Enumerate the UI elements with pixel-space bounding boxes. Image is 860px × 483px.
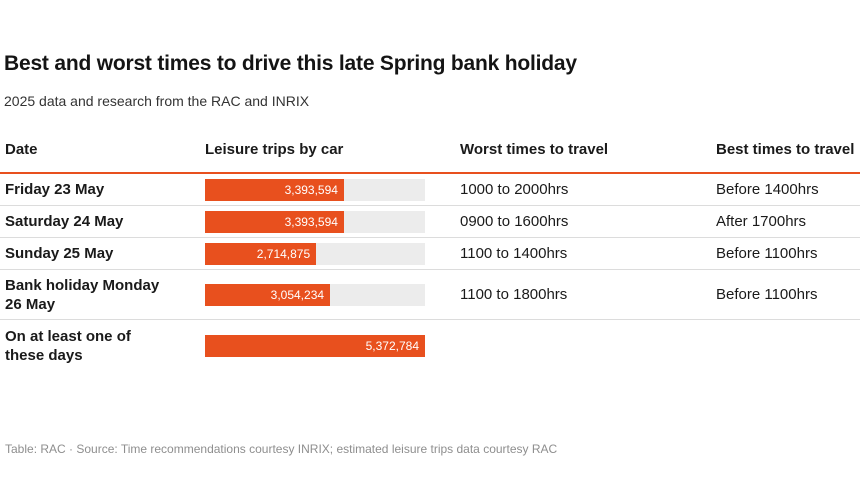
worst-times-value: 1100 to 1400hrs bbox=[460, 245, 568, 262]
page-title: Best and worst times to drive this late … bbox=[4, 52, 577, 75]
column-header-trips: Leisure trips by car bbox=[205, 141, 344, 158]
best-times-value: After 1700hrs bbox=[716, 213, 807, 230]
trips-bar-cell: 5,372,784 bbox=[205, 335, 460, 357]
table-row: Bank holiday Monday 26 May 3,054,234 110… bbox=[0, 270, 860, 320]
best-times-value: Before 1400hrs bbox=[716, 181, 819, 198]
table-header-row: Date Leisure trips by car Worst times to… bbox=[0, 140, 860, 172]
bar-fill: 3,054,234 bbox=[205, 283, 331, 306]
bar-track: 3,054,234 bbox=[205, 283, 425, 306]
column-header-date: Date bbox=[5, 141, 38, 158]
best-times-value: Before 1100hrs bbox=[716, 245, 818, 262]
best-times-value: Before 1100hrs bbox=[716, 286, 818, 303]
bar-value-label: 2,714,875 bbox=[256, 246, 311, 261]
table-row: On at least one of these days 5,372,784 bbox=[0, 320, 860, 372]
bar-track: 2,714,875 bbox=[205, 242, 425, 265]
trips-bar-cell: 3,393,594 bbox=[205, 210, 460, 233]
bar-track: 3,393,594 bbox=[205, 178, 425, 201]
bar-value-label: 3,393,594 bbox=[284, 214, 338, 229]
worst-times-value: 0900 to 1600hrs bbox=[460, 213, 569, 230]
bar-fill: 3,393,594 bbox=[205, 210, 344, 233]
page-subtitle: 2025 data and research from the RAC and … bbox=[4, 93, 310, 109]
column-header-best-times: Best times to travel bbox=[716, 141, 855, 158]
date-label: Saturday 24 May bbox=[5, 213, 124, 230]
trips-bar-cell: 2,714,875 bbox=[205, 242, 460, 265]
chart-card: Best and worst times to drive this late … bbox=[0, 52, 860, 456]
bar-value-label: 3,054,234 bbox=[270, 287, 325, 302]
date-label: Friday 23 May bbox=[5, 181, 105, 198]
worst-times-value: 1100 to 1800hrs bbox=[460, 286, 568, 303]
bar-fill: 3,393,594 bbox=[205, 178, 344, 201]
date-label: On at least one of these days bbox=[5, 328, 131, 364]
trips-bar-cell: 3,393,594 bbox=[205, 178, 460, 201]
bar-value-label: 3,393,594 bbox=[284, 182, 338, 197]
bar-value-label: 5,372,784 bbox=[365, 339, 419, 353]
table-row: Saturday 24 May 3,393,594 0900 to 1600hr… bbox=[0, 206, 860, 238]
table-row: Friday 23 May 3,393,594 1000 to 2000hrs … bbox=[0, 174, 860, 206]
bar-fill: 2,714,875 bbox=[205, 242, 317, 265]
source-credit: Table: RAC · Source: Time recommendation… bbox=[5, 442, 558, 456]
header-rule bbox=[0, 172, 860, 174]
bar-track: 3,393,594 bbox=[205, 210, 425, 233]
date-label: Bank holiday Monday 26 May bbox=[5, 276, 160, 313]
date-label: Sunday 25 May bbox=[5, 245, 114, 262]
worst-times-value: 1000 to 2000hrs bbox=[460, 181, 569, 198]
bar-track: 5,372,784 bbox=[205, 335, 425, 357]
holiday-travel-table: Date Leisure trips by car Worst times to… bbox=[0, 140, 860, 372]
bar-fill: 5,372,784 bbox=[205, 335, 425, 357]
column-header-worst-times: Worst times to travel bbox=[460, 141, 609, 158]
trips-bar-cell: 3,054,234 bbox=[205, 283, 460, 306]
table-row: Sunday 25 May 2,714,875 1100 to 1400hrs … bbox=[0, 238, 860, 270]
